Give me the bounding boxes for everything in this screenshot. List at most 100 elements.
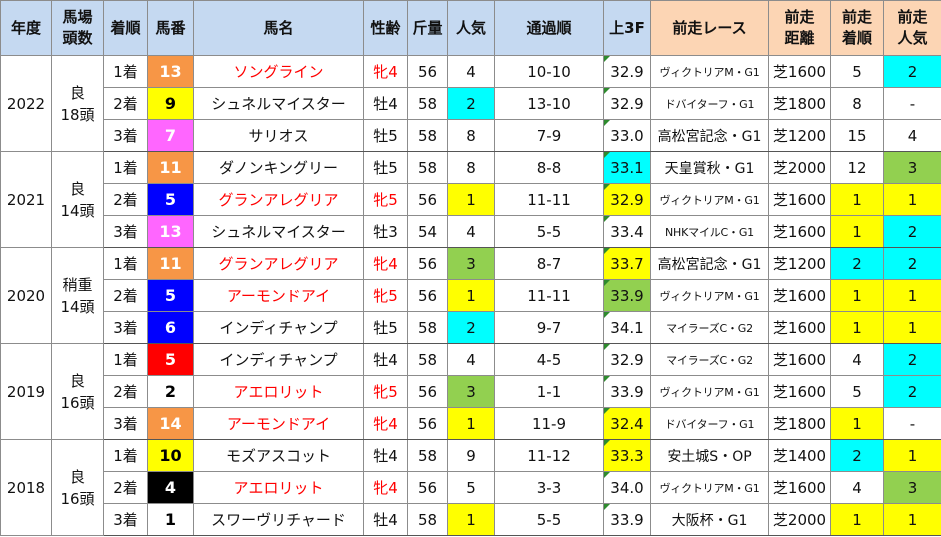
prev-dist-cell: 芝1800 [768, 87, 831, 120]
passing-cell: 7-9 [494, 119, 604, 152]
popularity-cell: 2 [447, 87, 495, 120]
prev-pop-cell: 1 [883, 279, 941, 312]
header-prev-pop: 前走 人気 [883, 0, 941, 56]
popularity-cell: 4 [447, 55, 495, 88]
umaban-cell: 5 [147, 183, 194, 216]
popularity-cell: 1 [447, 183, 495, 216]
horse-name-cell: アーモンドアイ [193, 407, 364, 440]
table-row: 3着 7 サリオス 牡5 58 8 7-9 33.0 高松宮記念・G1 芝1200 15 4 [1, 119, 941, 152]
prev-place-cell: 4 [830, 343, 884, 376]
popularity-cell: 8 [447, 119, 495, 152]
horse-name-cell: ダノンキングリー [193, 151, 364, 184]
sexage-cell: 牝5 [363, 375, 408, 408]
passing-cell: 11-11 [494, 183, 604, 216]
umaban-cell: 9 [147, 87, 194, 120]
prev-place-cell: 4 [830, 471, 884, 504]
sexage-cell: 牝5 [363, 183, 408, 216]
weight-cell: 58 [407, 151, 448, 184]
header-field-label: 馬場 頭数 [62, 8, 93, 47]
popularity-cell: 1 [447, 503, 495, 536]
table-row: 3着 13 シュネルマイスター 牡3 54 4 5-5 33.4 NHKマイルC・G1 芝1600… [1, 215, 941, 248]
header-year: 年度 [0, 0, 52, 56]
prev-dist-cell: 芝1600 [768, 55, 831, 88]
table-row: 2019 良 16頭 1着 5 インディチャンプ 牡4 58 4 4-5 32.9 マイラーズC・G… [0, 343, 941, 440]
prev-place-cell: 5 [830, 375, 884, 408]
place-cell: 2着 [103, 183, 148, 216]
weight-cell: 58 [407, 343, 448, 376]
umaban-cell: 14 [147, 407, 194, 440]
year-cell: 2018 [0, 439, 52, 536]
prev-race-cell: 高松宮記念・G1 [650, 247, 769, 280]
sexage-cell: 牡4 [363, 343, 408, 376]
field-cell: 良 18頭 [51, 55, 104, 152]
passing-cell: 5-5 [494, 215, 604, 248]
field-cell: 稍重 14頭 [51, 247, 104, 344]
passing-cell: 5-5 [494, 503, 604, 536]
prev-dist-cell: 芝1800 [768, 407, 831, 440]
field-label: 良 16頭 [60, 467, 95, 508]
sexage-cell: 牡4 [363, 503, 408, 536]
last3f-cell: 32.9 [603, 343, 651, 376]
weight-cell: 58 [407, 119, 448, 152]
umaban-cell: 5 [147, 279, 194, 312]
last3f-cell: 32.9 [603, 55, 651, 88]
prev-dist-cell: 芝1600 [768, 471, 831, 504]
last3f-cell: 33.3 [603, 439, 651, 472]
popularity-cell: 4 [447, 343, 495, 376]
prev-dist-cell: 芝1600 [768, 375, 831, 408]
prev-pop-cell: 1 [883, 183, 941, 216]
table-row: 2着 4 アエロリット 牝4 56 5 3-3 34.0 ヴィクトリアM・G1 芝1600 4 3 [1, 471, 941, 504]
weight-cell: 56 [407, 471, 448, 504]
place-cell: 3着 [103, 215, 148, 248]
year-cell: 2021 [0, 151, 52, 248]
last3f-cell: 32.4 [603, 407, 651, 440]
field-cell: 良 14頭 [51, 151, 104, 248]
prev-place-cell: 12 [830, 151, 884, 184]
header-prev-dist: 前走 距離 [768, 0, 831, 56]
prev-pop-cell: - [883, 407, 941, 440]
last3f-cell: 33.4 [603, 215, 651, 248]
prev-pop-cell: 2 [883, 55, 941, 88]
last3f-cell: 33.9 [603, 279, 651, 312]
weight-cell: 56 [407, 183, 448, 216]
prev-pop-cell: 4 [883, 119, 941, 152]
prev-pop-cell: 1 [883, 439, 941, 472]
weight-cell: 56 [407, 55, 448, 88]
sexage-cell: 牝4 [363, 55, 408, 88]
header-prev-dist-label: 前走 距離 [784, 8, 815, 47]
prev-dist-cell: 芝1200 [768, 247, 831, 280]
horse-name-cell: スワーヴリチャード [193, 503, 364, 536]
horse-name-cell: シュネルマイスター [193, 87, 364, 120]
prev-pop-cell: - [883, 87, 941, 120]
last3f-cell: 34.1 [603, 311, 651, 344]
place-cell: 3着 [103, 503, 148, 536]
header-prev-race: 前走レース [650, 0, 769, 56]
popularity-cell: 2 [447, 311, 495, 344]
prev-dist-cell: 芝2000 [768, 503, 831, 536]
table-row: 2020 稍重 14頭 1着 11 グランアレグリア 牝4 56 3 8-7 33.7 高松宮記念・… [0, 247, 941, 344]
horse-name-cell: アエロリット [193, 471, 364, 504]
umaban-cell: 4 [147, 471, 194, 504]
umaban-cell: 6 [147, 311, 194, 344]
header-field: 馬場 頭数 [51, 0, 104, 56]
passing-cell: 13-10 [494, 87, 604, 120]
table-row: 2着 5 グランアレグリア 牝5 56 1 11-11 32.9 ヴィクトリアM・G1 芝1600… [1, 183, 941, 216]
prev-race-cell: 安土城S・OP [650, 439, 769, 472]
umaban-cell: 5 [147, 343, 194, 376]
weight-cell: 56 [407, 407, 448, 440]
table-row: 2021 良 14頭 1着 11 ダノンキングリー 牡5 58 8 8-8 33.1 天皇賞秋・G1… [0, 151, 941, 248]
table-row: 3着 1 スワーヴリチャード 牡4 58 1 5-5 33.9 大阪杯・G1 芝2000 1 1 [1, 503, 941, 536]
sexage-cell: 牝4 [363, 247, 408, 280]
prev-race-cell: ヴィクトリアM・G1 [650, 471, 769, 504]
horse-name-cell: シュネルマイスター [193, 215, 364, 248]
umaban-cell: 11 [147, 247, 194, 280]
header-row: 年度 馬場 頭数 着順 馬番 馬名 性齢 斤量 人気 通過順 上3F 前走レース… [0, 0, 941, 56]
popularity-cell: 1 [447, 407, 495, 440]
place-cell: 1着 [103, 439, 148, 472]
header-place: 着順 [103, 0, 148, 56]
sexage-cell: 牡3 [363, 215, 408, 248]
place-cell: 1着 [103, 55, 148, 88]
popularity-cell: 8 [447, 151, 495, 184]
prev-place-cell: 1 [830, 183, 884, 216]
popularity-cell: 3 [447, 375, 495, 408]
